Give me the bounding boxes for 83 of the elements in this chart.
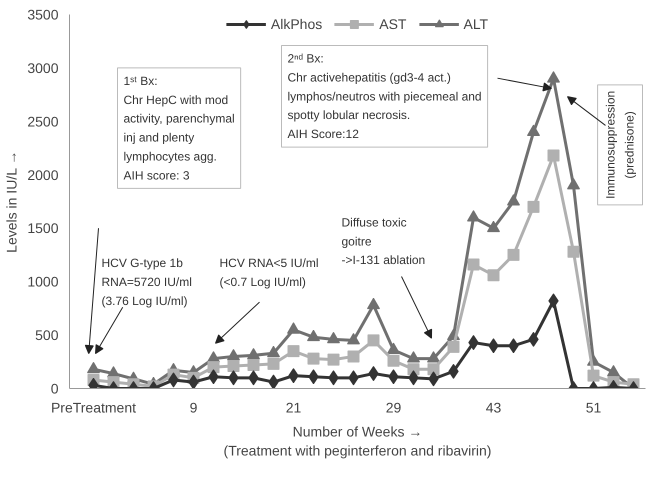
- point: [528, 200, 540, 213]
- x-tick-label: PreTreatment: [50, 400, 136, 416]
- y-tick-label: 1000: [27, 274, 59, 290]
- point: [408, 370, 419, 386]
- point: [208, 369, 219, 384]
- point: [267, 346, 280, 358]
- legend-label: ALT: [463, 16, 488, 32]
- point: [467, 210, 480, 222]
- annotation: HCV G-type 1b RNA=5720 IU/ml (3.76 Log IU/ml): [102, 256, 192, 308]
- point: [247, 348, 260, 360]
- point: [428, 371, 439, 386]
- point: [588, 370, 600, 382]
- y-tick-label: 2500: [27, 113, 59, 130]
- point: [427, 351, 440, 363]
- x-axis-title: Number of Weeks → (Treatment with peginterferon and ribavirin): [224, 424, 492, 459]
- y-tick-label: 2000: [27, 166, 59, 183]
- point: [488, 338, 499, 354]
- point: [468, 258, 480, 271]
- legend-label: AlkPhos: [270, 16, 322, 32]
- y-tick-label: 3000: [27, 60, 59, 76]
- point: [347, 332, 360, 344]
- point: [288, 368, 299, 384]
- point: [547, 71, 560, 83]
- point: [328, 354, 340, 366]
- point: [228, 360, 240, 372]
- point: [308, 369, 319, 384]
- x-tick-label: 21: [286, 400, 302, 416]
- point: [208, 361, 220, 374]
- annotation: Immunosuppression (prednisone): [604, 90, 636, 199]
- point: [348, 370, 359, 386]
- annotation: HCV RNA<5 IU/ml (<0.7 Log IU/ml): [220, 256, 319, 289]
- point: [308, 352, 320, 365]
- point: [448, 364, 459, 379]
- annotation: 2ⁿᵈ Bx: Chr activehepatitis (gd3-4 act.) lymphos/neutros with piecemeal and spotty lobular necrosis. AIH Score:12: [288, 51, 482, 142]
- point: [407, 351, 420, 363]
- point: [388, 354, 400, 367]
- point: [368, 366, 379, 382]
- y-tick-label: 1500: [27, 220, 59, 236]
- point: [388, 369, 399, 384]
- y-axis-title: Levels in IU/L →: [3, 150, 20, 253]
- annotation: Diffuse toxic goitre ->I-131 ablation: [342, 215, 426, 268]
- point: [268, 374, 279, 388]
- point: [387, 342, 400, 354]
- point: [488, 269, 500, 282]
- point: [508, 248, 520, 261]
- point: [367, 298, 380, 310]
- point: [307, 330, 320, 342]
- annotation: 1ˢᵗ Bx: Chr HepC with mod activity, parenchymal inj and plenty lymphocytes agg. AIH score: 3: [124, 74, 235, 182]
- point: [507, 194, 520, 206]
- point: [287, 322, 300, 334]
- point: [87, 362, 100, 374]
- point: [348, 350, 360, 362]
- point: [428, 363, 440, 376]
- x-tick-label: 51: [586, 400, 602, 416]
- legend-label: AST: [379, 16, 406, 32]
- x-tick-label: 29: [386, 400, 402, 416]
- point: [448, 340, 460, 353]
- point: [368, 334, 380, 346]
- point: [567, 178, 580, 190]
- x-tick-label: 43: [486, 400, 502, 416]
- point: [248, 358, 260, 371]
- y-tick-label: 0: [50, 380, 59, 396]
- point: [168, 372, 179, 388]
- point: [508, 338, 519, 354]
- point: [548, 293, 559, 308]
- point: [528, 332, 539, 347]
- point: [228, 370, 239, 386]
- point: [487, 220, 500, 232]
- point: [188, 374, 199, 388]
- point: [548, 150, 560, 162]
- point: [288, 345, 300, 358]
- point: [268, 358, 280, 370]
- point: [568, 246, 580, 258]
- point: [468, 335, 479, 350]
- y-tick-label: 500: [35, 327, 59, 344]
- point: [227, 349, 240, 360]
- point: [328, 370, 339, 386]
- y-tick-label: 3500: [27, 6, 59, 22]
- point: [607, 365, 620, 376]
- point: [248, 370, 259, 386]
- point: [327, 332, 340, 344]
- point: [527, 124, 540, 136]
- x-tick-label: 9: [190, 400, 198, 416]
